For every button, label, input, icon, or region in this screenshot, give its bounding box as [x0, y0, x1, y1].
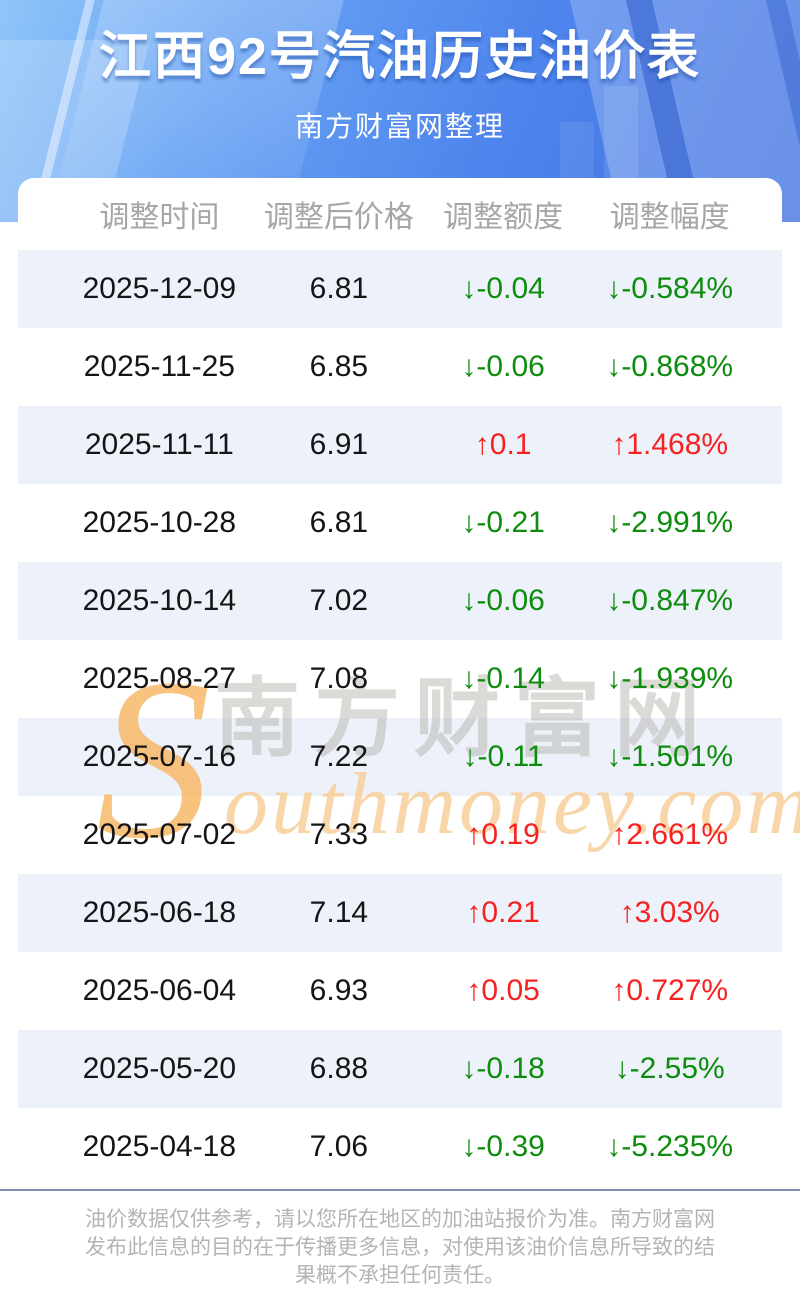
adjust-date: 2025-07-02: [82, 818, 237, 851]
col-header-change-percent: 调整幅度: [609, 201, 730, 234]
footer-divider: [0, 1189, 800, 1191]
change-amount: ↓-0.39: [461, 1130, 545, 1163]
adjust-date: 2025-07-16: [82, 740, 237, 773]
price-value: 7.06: [309, 1130, 369, 1163]
price-value: 7.08: [309, 662, 369, 695]
adjust-date: 2025-12-09: [82, 272, 237, 305]
col-header-adjusted-price: 调整后价格: [263, 201, 414, 234]
table-row: 2025-07-02 7.33 ↑0.19 ↑2.661%: [18, 796, 782, 874]
table-row: 2025-08-27 7.08 ↓-0.14 ↓-1.939%: [18, 640, 782, 718]
change-amount: ↑0.1: [474, 428, 532, 461]
change-percent: ↓-0.584%: [606, 272, 734, 305]
table-header-row: 调整时间 调整后价格 调整额度 调整幅度: [18, 178, 782, 250]
change-amount: ↓-0.06: [461, 350, 545, 383]
table-row: 2025-11-25 6.85 ↓-0.06 ↓-0.868%: [18, 328, 782, 406]
page-title: 江西92号汽油历史油价表: [99, 28, 701, 86]
change-percent: ↓-1.501%: [606, 740, 734, 773]
table-row: 2025-10-28 6.81 ↓-0.21 ↓-2.991%: [18, 484, 782, 562]
adjust-date: 2025-10-14: [82, 584, 237, 617]
change-percent: ↑3.03%: [619, 896, 720, 929]
change-percent: ↑1.468%: [611, 428, 729, 461]
change-percent: ↓-0.847%: [606, 584, 734, 617]
price-value: 6.93: [309, 974, 369, 1007]
change-percent: ↓-2.991%: [606, 506, 734, 539]
table-row: 2025-06-18 7.14 ↑0.21 ↑3.03%: [18, 874, 782, 952]
price-value: 7.14: [309, 896, 369, 929]
price-value: 7.33: [309, 818, 369, 851]
change-amount: ↓-0.11: [462, 740, 544, 773]
table-row: 2025-11-11 6.91 ↑0.1 ↑1.468%: [18, 406, 782, 484]
adjust-date: 2025-11-25: [83, 350, 235, 383]
change-percent: ↓-2.55%: [614, 1052, 725, 1085]
table-row: 2025-05-20 6.88 ↓-0.18 ↓-2.55%: [18, 1030, 782, 1108]
disclaimer-text: 油价数据仅供参考，请以您所在地区的加油站报价为准。南方财富网 发布此信息的目的在…: [0, 1206, 800, 1290]
change-amount: ↓-0.18: [461, 1052, 545, 1085]
price-value: 7.02: [309, 584, 369, 617]
adjust-date: 2025-08-27: [82, 662, 237, 695]
change-amount: ↑0.19: [466, 818, 540, 851]
adjust-date: 2025-06-04: [82, 974, 237, 1007]
change-amount: ↑0.21: [466, 896, 540, 929]
change-percent: ↓-1.939%: [606, 662, 734, 695]
table-body: 2025-12-09 6.81 ↓-0.04 ↓-0.584% 2025-11-…: [18, 250, 782, 1186]
price-value: 6.85: [309, 350, 369, 383]
price-value: 7.22: [309, 740, 369, 773]
price-value: 6.91: [309, 428, 369, 461]
disclaimer-line: 果概不承担任何责任。: [295, 1264, 505, 1287]
disclaimer-line: 油价数据仅供参考，请以您所在地区的加油站报价为准。南方财富网: [85, 1208, 715, 1231]
disclaimer-line: 发布此信息的目的在于传播更多信息，对使用该油价信息所导致的结: [85, 1236, 715, 1259]
change-amount: ↓-0.21: [461, 506, 545, 539]
page-subtitle: 南方财富网整理: [294, 111, 505, 142]
adjust-date: 2025-04-18: [82, 1130, 237, 1163]
table-row: 2025-04-18 7.06 ↓-0.39 ↓-5.235%: [18, 1108, 782, 1186]
adjust-date: 2025-10-28: [82, 506, 237, 539]
change-percent: ↓-0.868%: [606, 350, 734, 383]
price-value: 6.88: [309, 1052, 369, 1085]
adjust-date: 2025-05-20: [82, 1052, 237, 1085]
change-amount: ↓-0.06: [461, 584, 545, 617]
adjust-date: 2025-06-18: [82, 896, 237, 929]
change-amount: ↓-0.14: [461, 662, 545, 695]
price-table-card: 调整时间 调整后价格 调整额度 调整幅度 2025-12-09 6.81 ↓-0…: [18, 178, 800, 1186]
price-value: 6.81: [309, 272, 369, 305]
table-row: 2025-12-09 6.81 ↓-0.04 ↓-0.584%: [18, 250, 782, 328]
table-row: 2025-07-16 7.22 ↓-0.11 ↓-1.501%: [18, 718, 782, 796]
price-value: 6.81: [309, 506, 369, 539]
change-amount: ↑0.05: [466, 974, 540, 1007]
table-row: 2025-06-04 6.93 ↑0.05 ↑0.727%: [18, 952, 782, 1030]
change-percent: ↓-5.235%: [606, 1130, 734, 1163]
change-amount: ↓-0.04: [461, 272, 545, 305]
col-header-adjust-time: 调整时间: [99, 201, 220, 234]
table-row: 2025-10-14 7.02 ↓-0.06 ↓-0.847%: [18, 562, 782, 640]
adjust-date: 2025-11-11: [84, 428, 234, 461]
change-percent: ↑0.727%: [611, 974, 729, 1007]
col-header-change-amount: 调整额度: [443, 201, 564, 234]
change-percent: ↑2.661%: [611, 818, 729, 851]
